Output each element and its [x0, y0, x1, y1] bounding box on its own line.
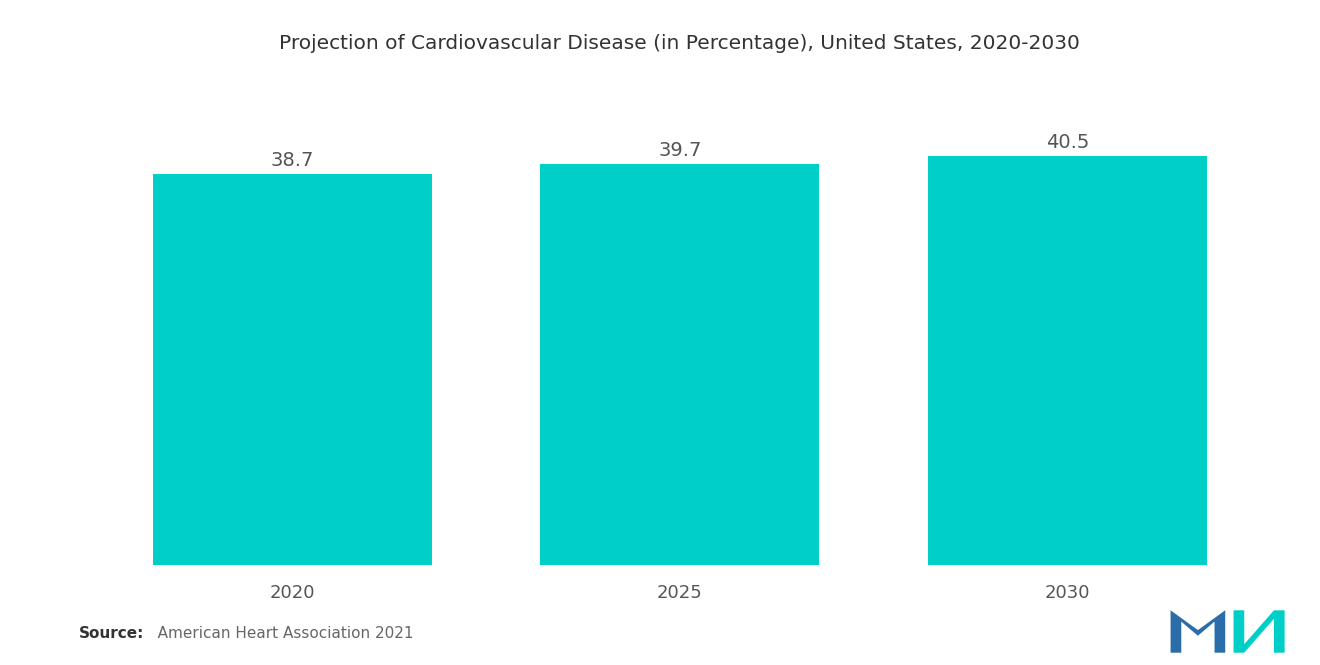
- Text: American Heart Association 2021: American Heart Association 2021: [143, 626, 413, 642]
- Title: Projection of Cardiovascular Disease (in Percentage), United States, 2020-2030: Projection of Cardiovascular Disease (in…: [280, 34, 1080, 53]
- Bar: [540, 164, 820, 565]
- Polygon shape: [1233, 610, 1284, 653]
- Bar: [153, 174, 432, 565]
- Bar: [928, 156, 1206, 565]
- Text: 38.7: 38.7: [271, 151, 314, 170]
- Polygon shape: [1171, 610, 1225, 653]
- Text: 40.5: 40.5: [1045, 132, 1089, 152]
- Text: 39.7: 39.7: [659, 141, 701, 160]
- Text: Source:: Source:: [79, 626, 145, 642]
